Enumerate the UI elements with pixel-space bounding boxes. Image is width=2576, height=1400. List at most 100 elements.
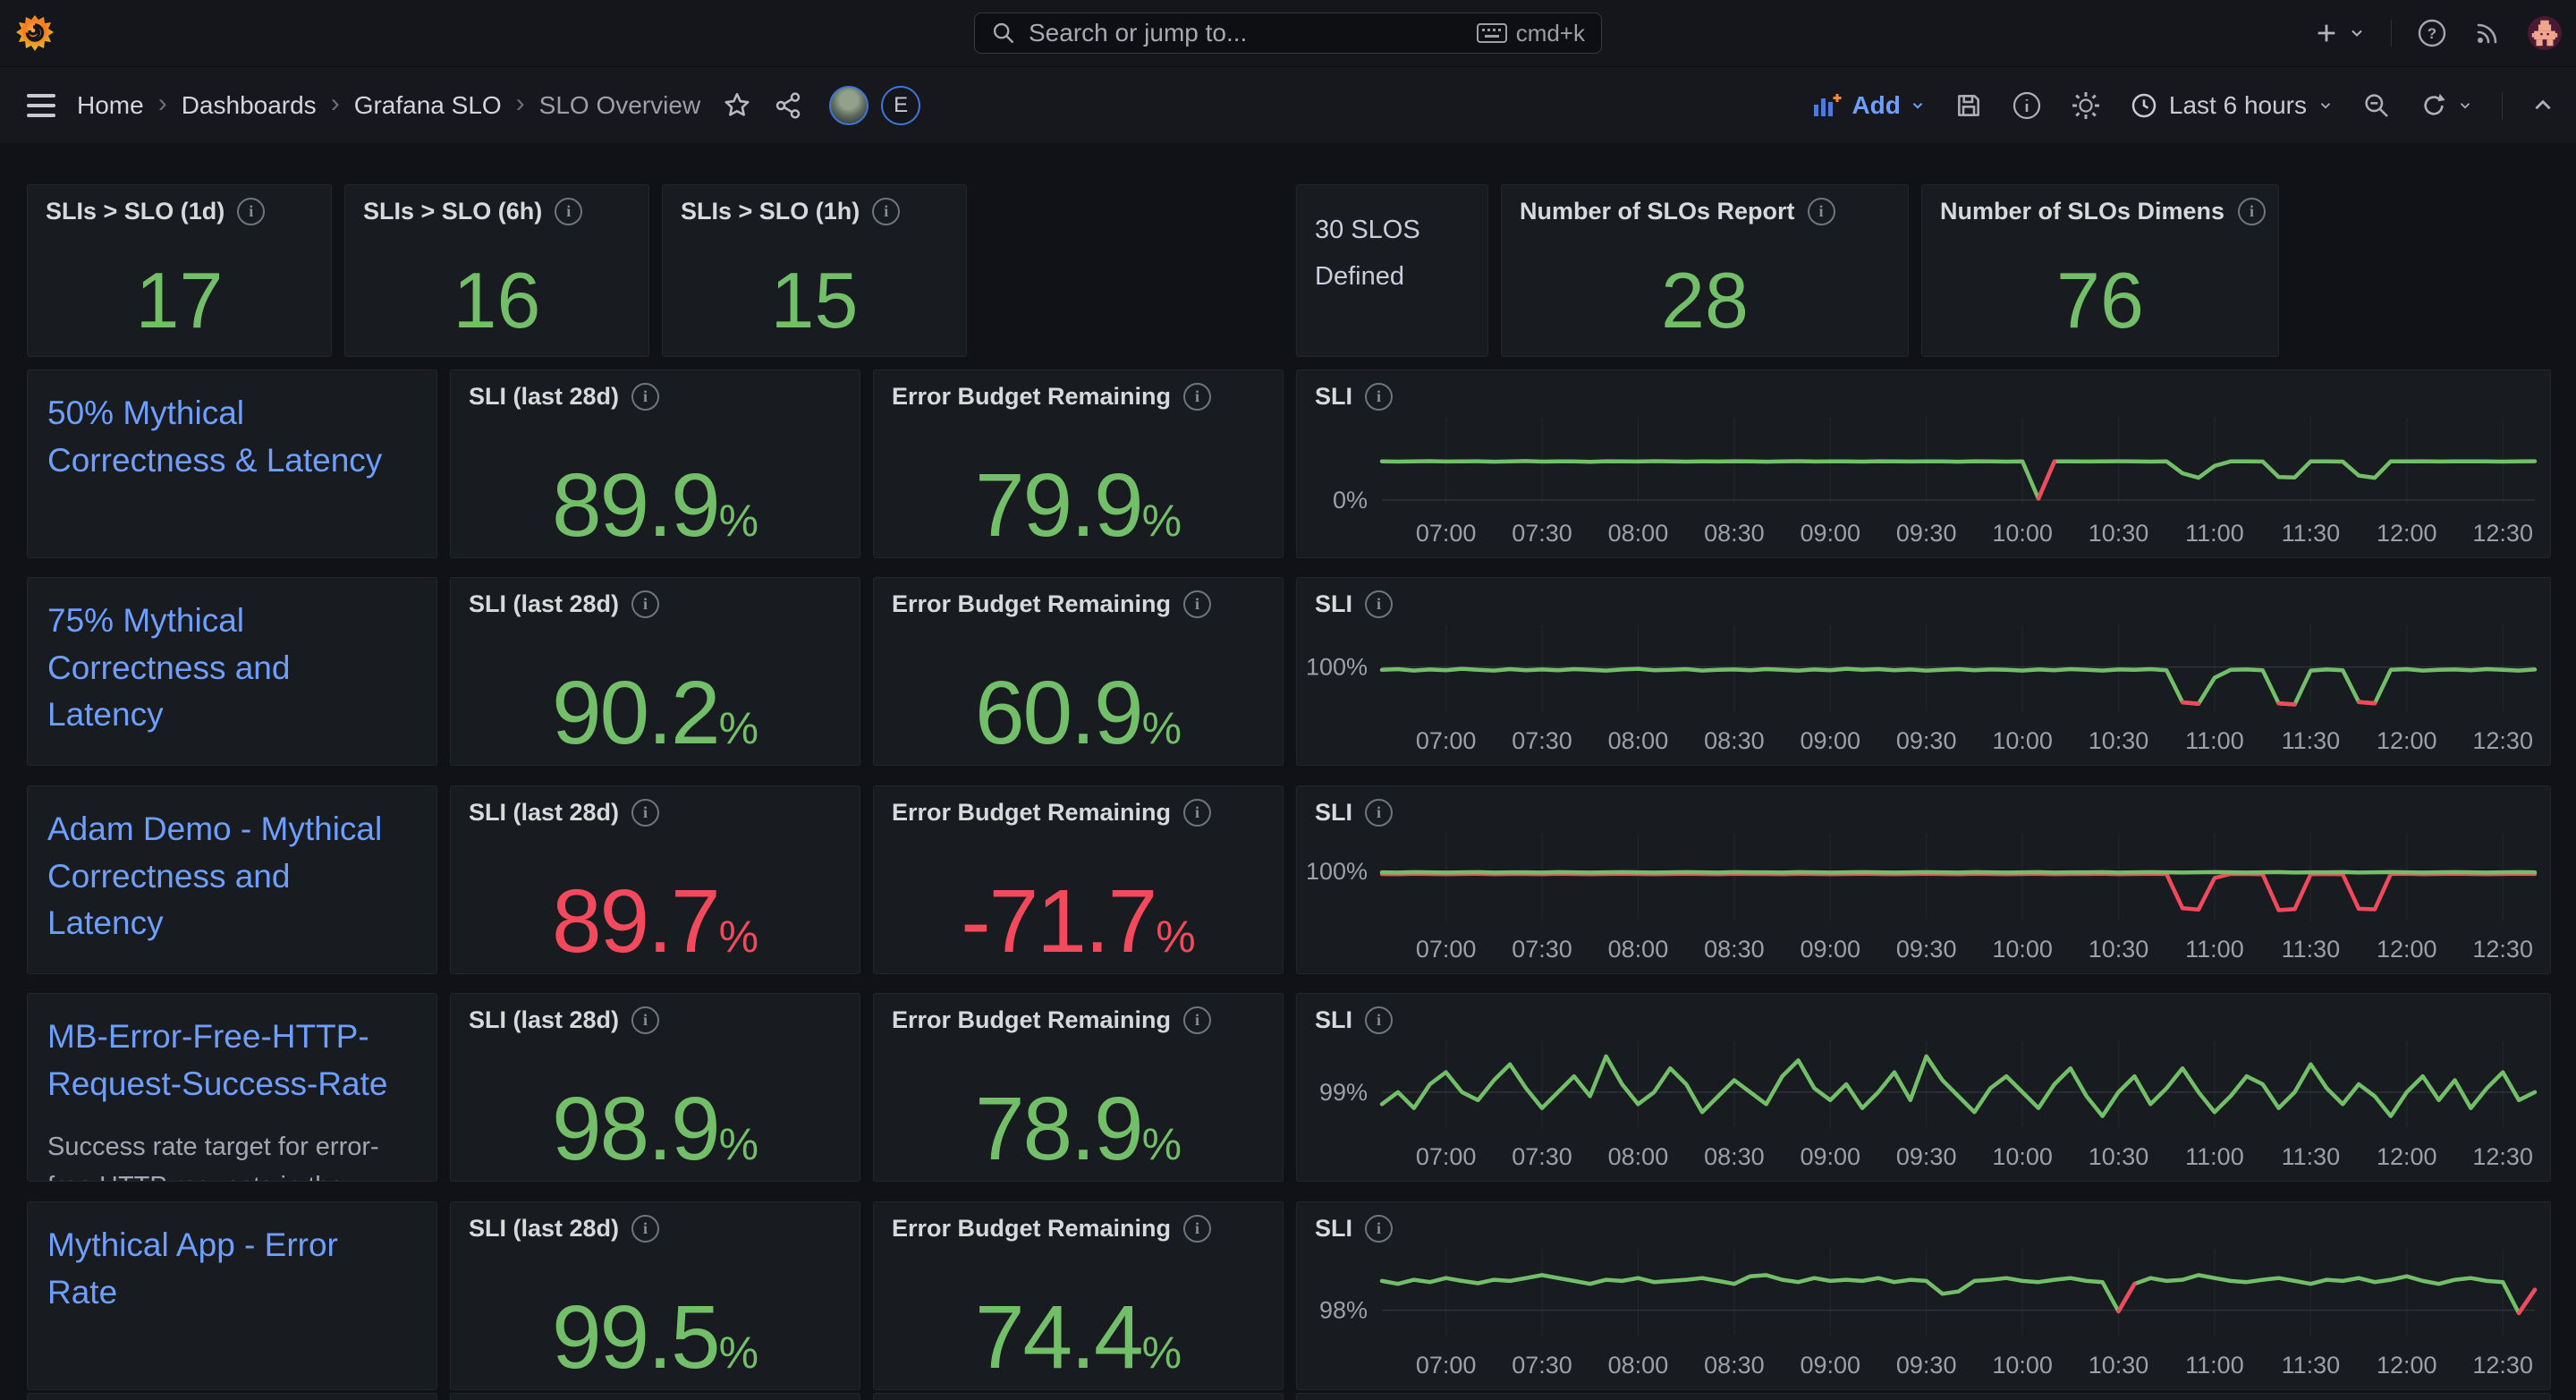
slo-link[interactable]: MB-Error-Free-HTTP-Request-Success-Rate <box>47 1018 388 1102</box>
info-icon[interactable]: i <box>1365 1215 1394 1243</box>
svg-text:07:00: 07:00 <box>1416 1143 1477 1170</box>
panel-header[interactable]: SLI i <box>1315 590 1394 618</box>
value-number: 78.9 <box>974 1079 1144 1179</box>
panel-title: SLIs > SLO (6h) <box>363 198 543 225</box>
svg-text:10:30: 10:30 <box>2089 936 2149 963</box>
slo-link-panel: Adam Demo - Mythical Correctness and Lat… <box>27 785 437 974</box>
info-icon[interactable]: i <box>631 590 660 618</box>
info-icon[interactable]: i <box>1365 799 1394 827</box>
svg-text:09:30: 09:30 <box>1896 727 1957 754</box>
help-circle-icon: ? <box>2418 19 2446 47</box>
svg-text:07:00: 07:00 <box>1416 727 1477 754</box>
star-icon <box>724 92 750 116</box>
slo-link[interactable]: 50% Mythical Correctness & Latency <box>47 395 383 479</box>
user-avatar[interactable] <box>2528 16 2562 50</box>
panel-header[interactable]: SLI i <box>1315 383 1394 411</box>
panel-header[interactable]: Error Budget Remaining i <box>892 590 1212 618</box>
dashboard-settings-button[interactable] <box>2071 90 2101 121</box>
info-icon[interactable]: i <box>1183 590 1212 618</box>
graph-bar-icon <box>1814 93 1842 116</box>
panel-title: SLI (last 28d) <box>469 590 620 617</box>
time-range-picker[interactable]: Last 6 hours <box>2130 91 2334 120</box>
panel-header[interactable]: SLIs > SLO (1d) i <box>46 198 266 225</box>
collapse-topbar-button[interactable] <box>2531 94 2555 117</box>
info-icon[interactable]: i <box>1183 383 1212 411</box>
news-button[interactable] <box>2472 18 2503 48</box>
dashboard-insights-button[interactable] <box>2012 90 2042 121</box>
panel-header[interactable]: SLI (last 28d) i <box>469 383 660 411</box>
refresh-button[interactable] <box>2419 91 2473 120</box>
sli-timeseries-chart[interactable]: 99% 07:00 07:30 08:00 08:30 09:00 09:30 10:00 10… <box>1297 994 2550 1181</box>
info-icon[interactable]: i <box>1183 1006 1212 1034</box>
panel-header[interactable]: Number of SLOs Dimensions Rep i <box>1940 198 2266 225</box>
panel-header[interactable]: Error Budget Remaining i <box>892 799 1212 827</box>
info-icon[interactable]: i <box>631 1215 660 1243</box>
search-input[interactable]: Search or jump to... cmd+k <box>974 13 1602 54</box>
info-icon[interactable]: i <box>1183 799 1212 827</box>
panel-header[interactable]: SLI i <box>1315 799 1394 827</box>
help-button[interactable]: ? <box>2417 18 2447 48</box>
svg-text:11:00: 11:00 <box>2185 936 2244 963</box>
new-button[interactable] <box>2314 21 2366 46</box>
panel-header[interactable]: SLI (last 28d) i <box>469 590 660 618</box>
sli-timeseries-chart[interactable]: 100% 07:00 07:30 08:00 08:30 09:00 09:30 10:00 1… <box>1297 578 2550 765</box>
panel-header[interactable]: SLI i <box>1315 1215 1394 1243</box>
info-icon[interactable]: i <box>1183 1215 1212 1243</box>
panel-header[interactable]: Number of SLOs Report i <box>1520 198 1835 225</box>
share-button[interactable] <box>774 91 802 120</box>
svg-text:07:30: 07:30 <box>1512 520 1572 547</box>
info-icon[interactable]: i <box>631 383 660 411</box>
info-icon[interactable]: i <box>631 799 660 827</box>
info-icon[interactable]: i <box>872 198 901 225</box>
value-unit: % <box>1141 496 1182 546</box>
info-icon[interactable]: i <box>2238 198 2266 225</box>
slo-link-panel: Mythical App - Error Rate <box>27 1201 437 1390</box>
svg-text:07:30: 07:30 <box>1512 727 1572 754</box>
menu-button[interactable] <box>27 93 55 117</box>
info-icon[interactable]: i <box>1365 1006 1394 1034</box>
panel-header[interactable]: SLI (last 28d) i <box>469 1215 660 1243</box>
info-icon[interactable]: i <box>555 198 583 225</box>
star-button[interactable] <box>722 90 752 121</box>
panel-header[interactable]: SLIs > SLO (6h) i <box>363 198 583 225</box>
breadcrumb-separator-icon: › <box>515 88 525 118</box>
search-shortcut: cmd+k <box>1476 20 1585 47</box>
info-icon[interactable]: i <box>1365 590 1394 618</box>
panel-header[interactable]: Error Budget Remaining i <box>892 1006 1212 1034</box>
sli-timeseries-chart[interactable]: 100% 07:00 07:30 08:00 08:30 09:00 09:30 10:00 1… <box>1297 786 2550 973</box>
editor-avatar[interactable] <box>829 85 869 125</box>
save-dashboard-button[interactable] <box>1954 91 1983 120</box>
svg-text:09:00: 09:00 <box>1800 520 1860 547</box>
panel-header[interactable]: SLIs > SLO (1h) i <box>681 198 901 225</box>
breadcrumb-home[interactable]: Home <box>77 90 144 119</box>
breadcrumb-folder[interactable]: Grafana SLO <box>353 90 502 119</box>
slo-row: MB-Error-Free-HTTP-Request-Success-Rate … <box>0 993 2576 1182</box>
info-icon[interactable]: i <box>1807 198 1835 225</box>
panel-header[interactable]: SLI i <box>1315 1006 1394 1034</box>
panel-header[interactable]: Error Budget Remaining i <box>892 1215 1212 1243</box>
panel-header[interactable]: SLI (last 28d) i <box>469 1006 660 1034</box>
time-range-label: Last 6 hours <box>2168 90 2307 119</box>
stat-panel-slos-dimensions: Number of SLOs Dimensions Rep i 76 <box>1921 184 2279 357</box>
editor-avatar-e[interactable]: E <box>881 85 921 125</box>
slo-link[interactable]: Adam Demo - Mythical Correctness and Lat… <box>47 810 383 942</box>
slo-link[interactable]: Mythical App - Error Rate <box>47 1226 338 1311</box>
zoom-out-time-button[interactable] <box>2362 91 2391 120</box>
info-icon[interactable]: i <box>1365 383 1394 411</box>
sli-timeseries-chart[interactable]: 98% 07:00 07:30 08:00 08:30 09:00 09:30 10:00 10… <box>1297 1202 2550 1389</box>
info-icon[interactable]: i <box>237 198 266 225</box>
value-number: -71.7 <box>961 871 1157 972</box>
info-icon[interactable]: i <box>631 1006 660 1034</box>
panel-title: SLI <box>1315 1006 1353 1033</box>
add-panel-button[interactable]: Add <box>1812 91 1925 120</box>
svg-text:12:00: 12:00 <box>2377 1352 2437 1379</box>
svg-text:100%: 100% <box>1306 654 1368 681</box>
breadcrumb-dashboards[interactable]: Dashboards <box>181 90 317 119</box>
slo-link[interactable]: 75% Mythical Correctness and Latency <box>47 602 291 734</box>
panel-header[interactable]: SLI (last 28d) i <box>469 799 660 827</box>
panel-title: SLI <box>1315 799 1353 826</box>
panel-header[interactable]: Error Budget Remaining i <box>892 383 1212 411</box>
grafana-logo-icon[interactable] <box>16 14 54 52</box>
sli-timeseries-chart[interactable]: 0% 07:00 07:30 08:00 08:30 09:00 09:30 10:00 10:… <box>1297 370 2550 557</box>
value-unit: % <box>1156 912 1196 962</box>
